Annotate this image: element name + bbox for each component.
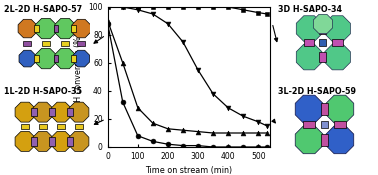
FancyBboxPatch shape <box>321 103 328 115</box>
Polygon shape <box>55 18 75 39</box>
FancyBboxPatch shape <box>321 121 328 128</box>
FancyBboxPatch shape <box>31 137 37 146</box>
Polygon shape <box>296 16 322 41</box>
Polygon shape <box>69 102 89 122</box>
Text: 3D H-SAPO-34: 3D H-SAPO-34 <box>278 5 342 14</box>
FancyBboxPatch shape <box>319 52 327 62</box>
Text: 3L-2D H-SAPO-59: 3L-2D H-SAPO-59 <box>278 88 356 96</box>
FancyBboxPatch shape <box>67 108 73 116</box>
Polygon shape <box>295 95 323 123</box>
Polygon shape <box>51 102 71 122</box>
FancyBboxPatch shape <box>334 121 345 128</box>
Text: 1L-2D H-SAPO-35: 1L-2D H-SAPO-35 <box>4 88 82 96</box>
FancyBboxPatch shape <box>34 25 39 32</box>
FancyBboxPatch shape <box>303 121 315 128</box>
Polygon shape <box>15 102 35 122</box>
Polygon shape <box>36 18 56 39</box>
Polygon shape <box>325 16 350 41</box>
FancyBboxPatch shape <box>332 39 343 46</box>
FancyBboxPatch shape <box>319 23 327 34</box>
Polygon shape <box>36 48 56 69</box>
FancyBboxPatch shape <box>321 134 328 146</box>
Polygon shape <box>33 131 53 151</box>
Polygon shape <box>73 50 90 67</box>
Polygon shape <box>69 131 89 151</box>
Polygon shape <box>296 44 322 70</box>
Polygon shape <box>18 19 37 38</box>
FancyBboxPatch shape <box>75 124 83 130</box>
FancyBboxPatch shape <box>23 41 31 46</box>
FancyBboxPatch shape <box>67 137 73 146</box>
Polygon shape <box>51 131 71 151</box>
FancyBboxPatch shape <box>49 108 55 116</box>
Polygon shape <box>15 131 35 151</box>
FancyBboxPatch shape <box>34 55 39 62</box>
FancyBboxPatch shape <box>31 108 37 116</box>
Polygon shape <box>325 44 350 70</box>
FancyBboxPatch shape <box>42 41 50 46</box>
FancyBboxPatch shape <box>319 39 327 46</box>
FancyBboxPatch shape <box>61 41 69 46</box>
FancyBboxPatch shape <box>54 55 58 62</box>
FancyBboxPatch shape <box>49 137 55 146</box>
FancyBboxPatch shape <box>39 124 47 130</box>
FancyBboxPatch shape <box>54 25 58 32</box>
Polygon shape <box>33 102 53 122</box>
FancyBboxPatch shape <box>71 55 76 62</box>
FancyBboxPatch shape <box>77 41 85 46</box>
FancyBboxPatch shape <box>71 25 76 32</box>
FancyBboxPatch shape <box>21 124 29 130</box>
Polygon shape <box>295 126 323 154</box>
Text: 2L-2D H-SAPO-57: 2L-2D H-SAPO-57 <box>4 5 82 14</box>
Polygon shape <box>313 14 333 34</box>
Polygon shape <box>19 50 36 67</box>
Y-axis label: MeOH conversion (%): MeOH conversion (%) <box>74 33 83 121</box>
Polygon shape <box>72 19 90 38</box>
Polygon shape <box>326 95 354 123</box>
X-axis label: Time on stream (min): Time on stream (min) <box>146 166 232 175</box>
FancyBboxPatch shape <box>57 124 65 130</box>
Polygon shape <box>55 48 75 69</box>
Polygon shape <box>326 126 354 154</box>
FancyBboxPatch shape <box>304 39 314 46</box>
